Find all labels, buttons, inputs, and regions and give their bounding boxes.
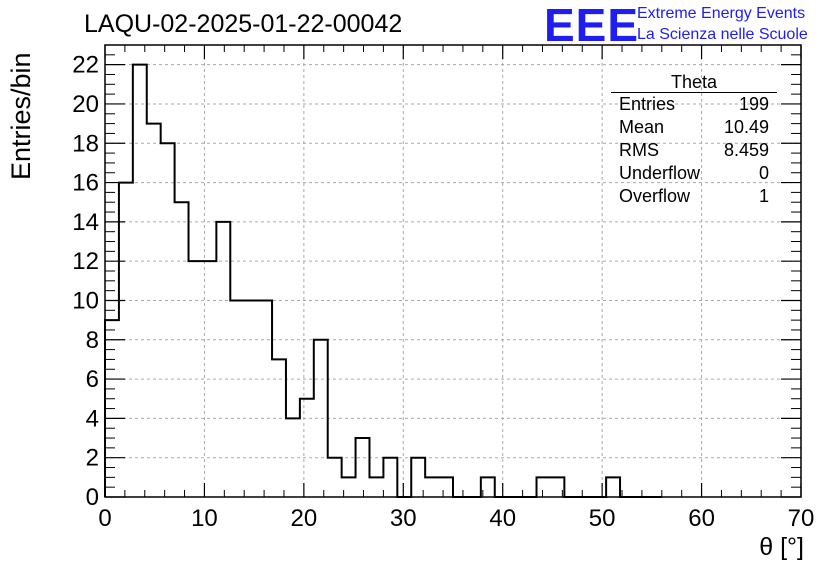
- x-tick-label: 30: [390, 505, 417, 532]
- stats-row-mean: Mean 10.49: [611, 116, 777, 139]
- x-tick-label: 20: [291, 505, 318, 532]
- stats-title: Theta: [611, 72, 777, 93]
- x-tick-label: 10: [191, 505, 218, 532]
- stats-value: 10.49: [723, 117, 769, 137]
- histogram-bin: [258, 300, 272, 497]
- histogram-bin: [244, 300, 258, 497]
- histogram-bin: [537, 477, 551, 497]
- logo-line-2: La Scienza nelle Scuole: [637, 26, 808, 43]
- y-tick-label: 16: [72, 170, 99, 197]
- y-tick-label: 20: [72, 91, 99, 118]
- stats-label: Mean: [619, 117, 665, 137]
- histogram-bin: [356, 438, 370, 497]
- stats-value: 0: [758, 163, 769, 183]
- histogram-bin: [439, 477, 453, 497]
- histogram-outline: [104, 63, 662, 498]
- stats-row-overflow: Overflow 1: [611, 185, 777, 208]
- y-tick-label: 22: [72, 52, 99, 79]
- y-tick-label: 2: [86, 445, 99, 472]
- histogram-bin: [175, 202, 189, 497]
- x-tick-label: 60: [688, 505, 715, 532]
- logo-mark: EEE: [544, 0, 640, 51]
- stats-value: 199: [738, 94, 769, 114]
- histogram-bin: [606, 477, 620, 497]
- logo-line-1: Extreme Energy Events: [637, 5, 806, 22]
- y-tick-label: 6: [86, 366, 99, 393]
- histogram-bin: [425, 477, 439, 497]
- x-axis-ticks: 0 10 20 30 40 50 60 70: [98, 45, 814, 532]
- histogram-bin: [369, 477, 383, 497]
- histogram-bin: [272, 359, 286, 497]
- y-tick-label: 8: [86, 327, 99, 354]
- stats-value: 8.459: [723, 140, 769, 160]
- y-tick-label: 10: [72, 287, 99, 314]
- eee-logo: EEE Extreme Energy Events La Scienza nel…: [544, 0, 834, 51]
- y-tick-label: 12: [72, 248, 99, 275]
- histogram-bins: [104, 63, 662, 498]
- histogram-bin: [383, 458, 397, 497]
- histogram-bin: [328, 458, 342, 497]
- stats-label: Underflow: [619, 163, 701, 183]
- y-tick-label: 14: [72, 209, 99, 236]
- x-tick-label: 70: [788, 505, 815, 532]
- y-tick-label: 18: [72, 130, 99, 157]
- histogram-bin: [230, 300, 244, 497]
- stats-label: Overflow: [619, 186, 691, 206]
- x-tick-label: 0: [98, 505, 111, 532]
- stats-label: RMS: [619, 140, 659, 160]
- stats-box: Theta Entries 199 Mean 10.49 RMS 8.459 U…: [611, 72, 777, 208]
- chart-title: LAQU-02-2025-01-22-00042: [84, 10, 403, 38]
- y-tick-label: 0: [86, 484, 99, 511]
- x-tick-label: 40: [489, 505, 516, 532]
- histogram-bin: [133, 65, 147, 497]
- stats-row-entries: Entries 199: [611, 93, 777, 116]
- y-axis-label: Entries/bin: [6, 52, 36, 180]
- x-tick-label: 50: [589, 505, 616, 532]
- histogram-bin: [147, 124, 161, 497]
- histogram-bin: [300, 399, 314, 497]
- histogram-bin: [161, 143, 175, 497]
- x-axis-label: θ [°]: [759, 533, 804, 561]
- histogram-bin: [216, 222, 230, 497]
- y-tick-label: 4: [86, 405, 99, 432]
- stats-label: Entries: [619, 94, 676, 114]
- stats-value: 1: [758, 186, 769, 206]
- stats-row-underflow: Underflow 0: [611, 162, 777, 185]
- stats-row-rms: RMS 8.459: [611, 139, 777, 162]
